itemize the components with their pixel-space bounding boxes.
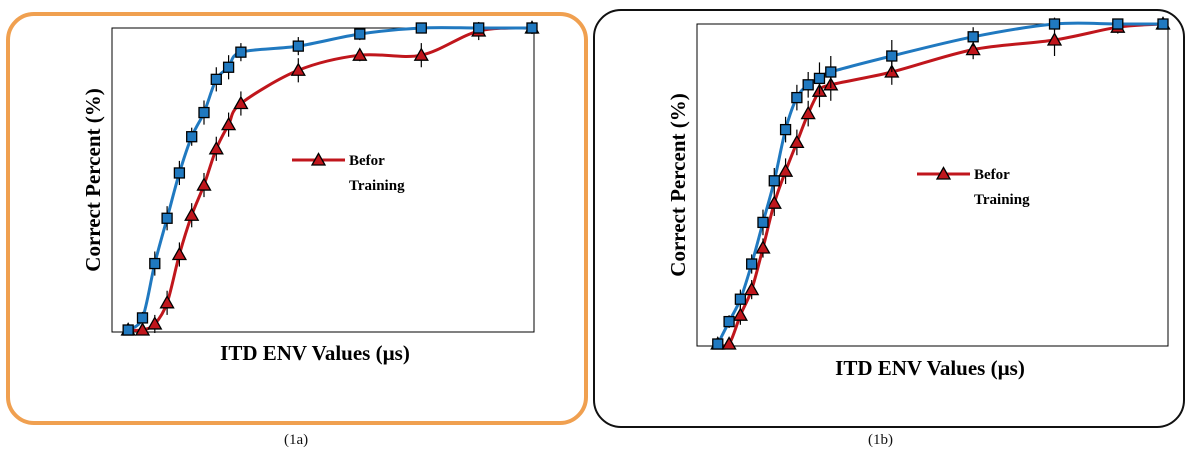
legend-label-1a: Training: [349, 178, 405, 194]
data-point-1-1b: [755, 240, 771, 254]
data-point-2-1b: [1048, 18, 1061, 30]
legend-label-1b: Befor: [974, 167, 1010, 183]
data-point-1-1a: [147, 316, 163, 330]
data-point-2-1b: [802, 79, 814, 91]
data-point-2-1a: [122, 324, 134, 336]
data-point-2-1a: [198, 106, 210, 119]
data-point-1-1a: [159, 294, 175, 309]
data-point-2-1a: [161, 212, 173, 224]
data-point-2-1b: [768, 175, 780, 187]
series-2-1a: [122, 22, 538, 336]
panel-1a-caption: (1a): [284, 432, 309, 448]
data-point-2-1a: [210, 73, 222, 85]
data-point-1-1b: [766, 195, 782, 209]
data-point-1-1b: [789, 134, 805, 149]
data-point-1-1a: [413, 47, 429, 61]
panel-1b-caption: (1b): [868, 432, 893, 448]
data-point-2-1a: [526, 22, 538, 34]
data-point-1-1b: [721, 336, 737, 350]
data-point-1-1a: [134, 322, 151, 336]
data-point-2-1b: [1112, 18, 1124, 30]
data-point-2-1b: [779, 123, 792, 136]
chart-1a: ITD ENV Values (µs) Correct Percent (%) …: [81, 20, 540, 365]
data-point-1-1b: [744, 281, 760, 296]
data-point-1-1a: [171, 246, 188, 261]
series-line-1-1a: [128, 26, 533, 332]
data-point-2-1a: [473, 22, 485, 34]
data-point-1-1b: [777, 163, 794, 177]
data-point-2-1a: [149, 257, 161, 270]
data-point-2-1a: [222, 61, 235, 73]
legend-marker-1b: [935, 166, 952, 180]
legend-1a: Befor Training: [292, 152, 405, 194]
data-point-1-1a: [352, 47, 368, 61]
data-point-2-1b: [757, 216, 769, 229]
data-point-2-1a: [415, 22, 427, 34]
data-point-2-1b: [734, 293, 747, 305]
data-point-2-1b: [1157, 18, 1169, 30]
series-2-1b: [712, 17, 1169, 350]
data-point-1-1b: [1046, 32, 1063, 46]
data-point-2-1b: [791, 91, 803, 104]
y-axis-label-1a: Correct Percent (%): [81, 88, 105, 271]
data-point-2-1a: [235, 46, 247, 58]
x-axis-label-1a: ITD ENV Values (µs): [220, 341, 410, 365]
legend-label-1b: Training: [974, 192, 1030, 208]
data-point-2-1a: [292, 40, 304, 52]
panel-1a-border: [6, 12, 588, 425]
data-point-1-1b: [800, 105, 816, 120]
series-line-2-1b: [716, 21, 1163, 345]
data-point-1-1a: [184, 207, 200, 221]
plot-frame-1a: [111, 27, 535, 333]
data-point-2-1b: [712, 338, 724, 350]
data-point-2-1b: [723, 315, 735, 328]
x-axis-label-1b: ITD ENV Values (µs): [835, 356, 1025, 380]
data-point-1-1b: [732, 307, 748, 321]
panel-1b-border: [593, 9, 1185, 428]
series-line-1-1b: [717, 22, 1164, 348]
data-point-2-1b: [746, 258, 758, 270]
data-point-2-1b: [813, 72, 826, 85]
data-point-2-1b: [825, 66, 837, 78]
data-point-1-1a: [196, 177, 212, 191]
data-point-1-1a: [233, 95, 249, 110]
series-line-2-1a: [127, 26, 532, 332]
data-point-2-1a: [136, 312, 149, 324]
chart-1b: ITD ENV Values (µs) Correct Percent (%) …: [666, 16, 1171, 380]
data-point-2-1b: [967, 31, 979, 43]
data-point-2-1b: [886, 50, 898, 62]
series-1-1b: [710, 16, 1171, 350]
data-point-1-1a: [208, 140, 224, 155]
plot-frame-1b: [696, 23, 1169, 347]
legend-marker-1a: [310, 152, 327, 166]
data-point-1-1a: [290, 62, 306, 76]
y-axis-label-1b: Correct Percent (%): [666, 93, 690, 276]
data-point-1-1b: [965, 41, 981, 56]
data-point-2-1a: [186, 131, 198, 143]
data-point-2-1a: [354, 28, 366, 40]
data-point-1-1a: [220, 116, 237, 131]
data-point-2-1a: [173, 167, 186, 179]
legend-label-1a: Befor: [349, 153, 385, 169]
legend-1b: Befor Training: [917, 166, 1030, 208]
